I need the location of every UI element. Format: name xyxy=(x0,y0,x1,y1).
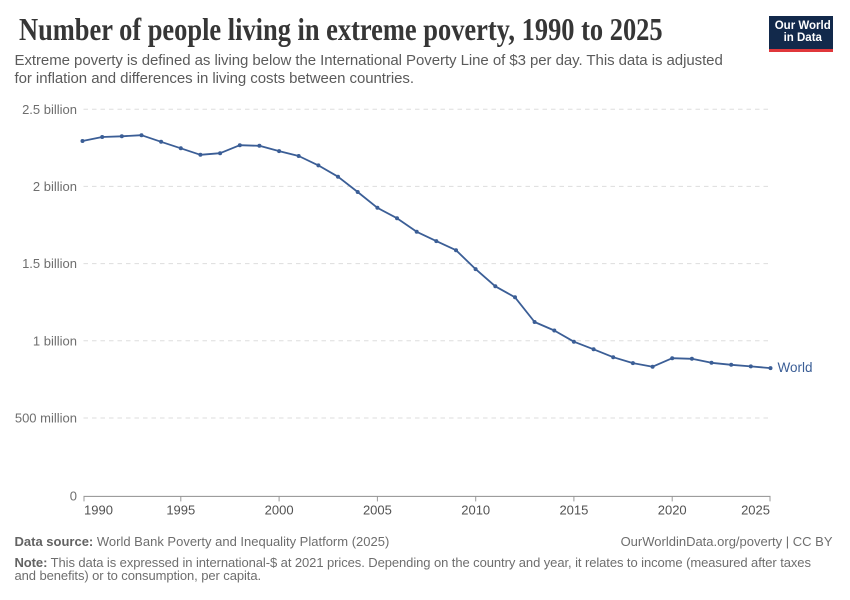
svg-text:1 billion: 1 billion xyxy=(33,333,77,348)
svg-text:2015: 2015 xyxy=(559,503,588,518)
svg-text:1995: 1995 xyxy=(166,503,195,518)
svg-text:2.5 billion: 2.5 billion xyxy=(22,102,77,117)
svg-text:0: 0 xyxy=(70,488,77,503)
svg-text:1990: 1990 xyxy=(84,503,113,518)
svg-text:2025: 2025 xyxy=(741,503,770,518)
svg-text:500 million: 500 million xyxy=(15,411,77,426)
svg-text:2000: 2000 xyxy=(265,503,294,518)
svg-text:World: World xyxy=(778,360,813,375)
svg-text:2005: 2005 xyxy=(363,503,392,518)
svg-text:2 billion: 2 billion xyxy=(33,179,77,194)
svg-text:2010: 2010 xyxy=(461,503,490,518)
svg-text:1.5 billion: 1.5 billion xyxy=(22,256,77,271)
svg-text:2020: 2020 xyxy=(658,503,687,518)
